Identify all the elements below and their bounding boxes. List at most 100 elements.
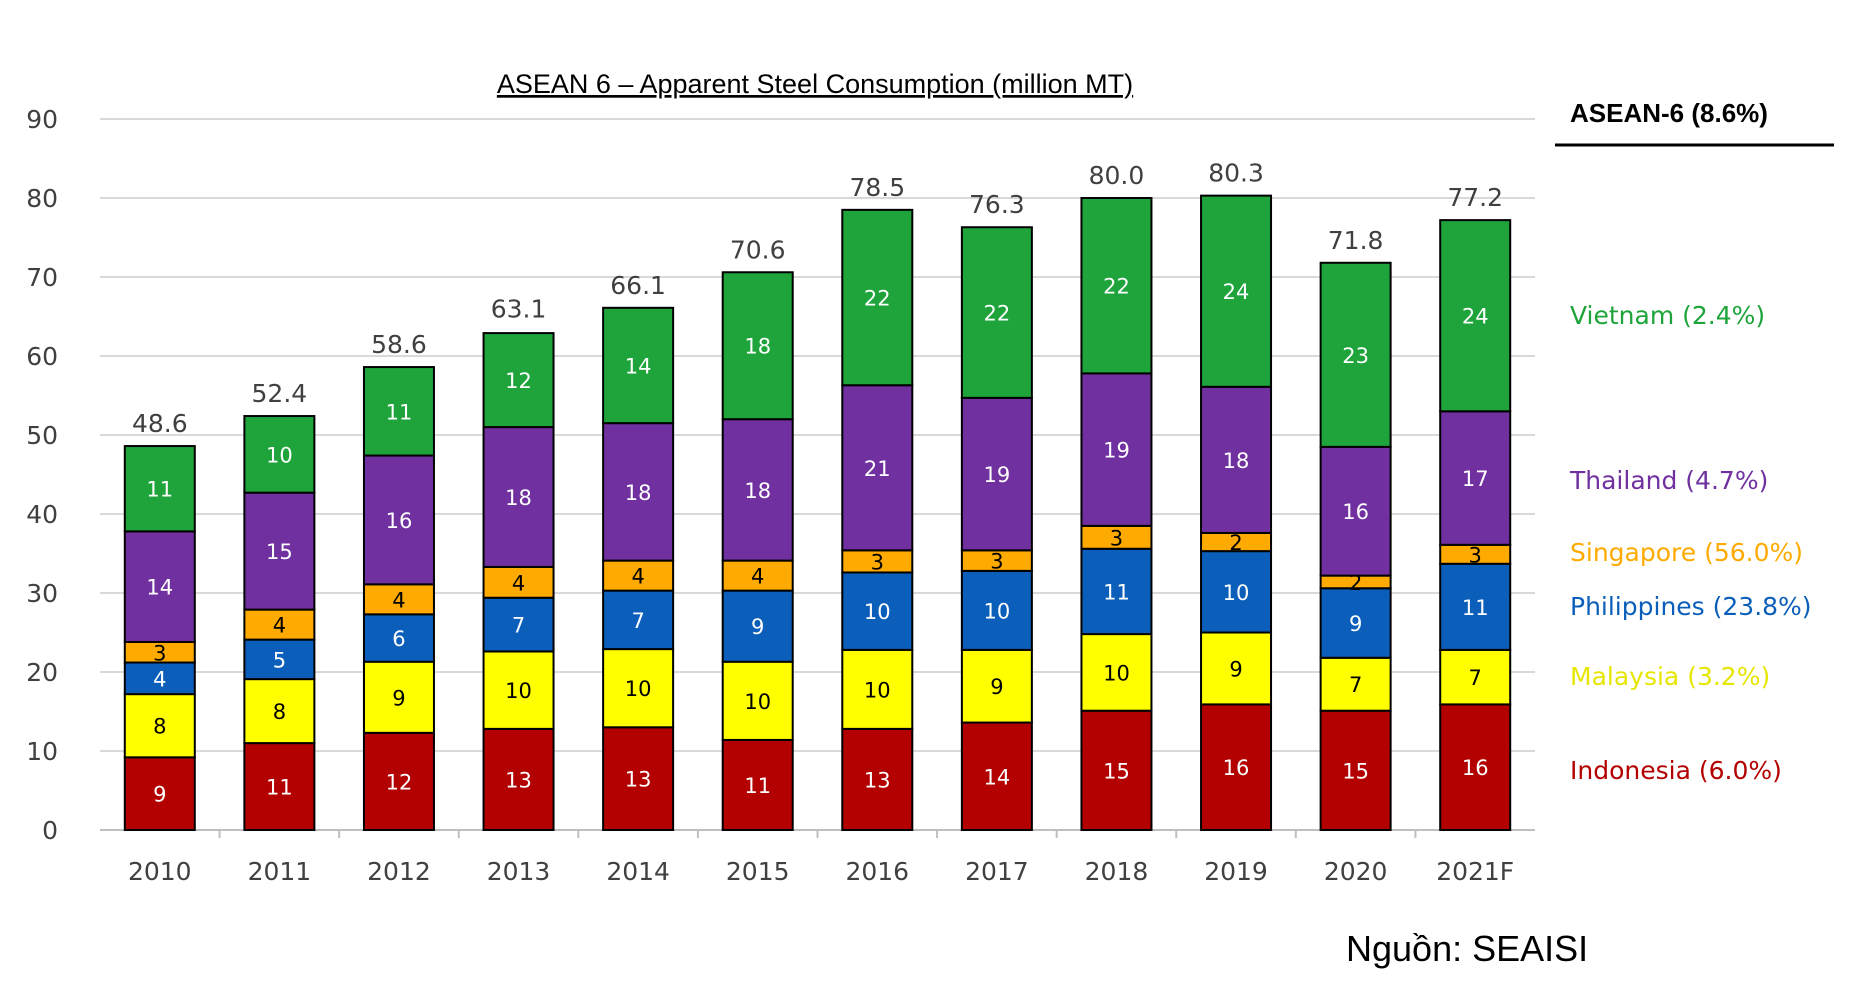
data-label-philippines: 7 [631,609,644,633]
bar-stack-2018: 15 10 11 3 19 22 [1080,197,1153,832]
bar-stack-2015: 11 10 9 4 18 18 [721,271,794,831]
total-label: 52.4 [252,379,308,408]
x-tick-label: 2016 [845,857,909,886]
data-label-vietnam: 12 [505,369,532,393]
data-label-philippines: 9 [751,615,764,639]
bar-segment-philippines [721,589,794,663]
data-label-singapore: 2 [1229,531,1242,555]
data-label-vietnam: 22 [984,302,1011,326]
data-label-thailand: 18 [744,479,771,503]
data-label-singapore: 4 [273,614,286,638]
bar-segment-thailand [243,491,316,611]
x-tick-label: 2011 [248,857,312,886]
data-label-vietnam: 18 [744,335,771,359]
data-label-malaysia: 10 [864,678,891,702]
data-label-vietnam: 11 [146,478,173,502]
data-label-indonesia: 13 [505,768,532,792]
data-label-thailand: 19 [984,463,1011,487]
bar-stack-2021F: 16 7 11 3 17 24 [1439,219,1512,832]
bar-segment-vietnam [1080,197,1153,375]
data-label-philippines: 10 [864,600,891,624]
source-note: Nguồn: SEAISI [1346,928,1589,969]
bar-segment-philippines [1319,587,1392,659]
bar-stack-2010: 9 8 43 14 11 [123,445,196,832]
legend-item-thailand: Thailand (4.7%) [1569,466,1768,495]
bar-stack-2014: 13 10 7 4 18 14 [602,306,675,831]
legend-item-malaysia: Malaysia (3.2%) [1570,662,1770,691]
bar-segment-vietnam [243,415,316,494]
bar-segment-indonesia [482,727,555,832]
data-label-indonesia: 11 [266,776,293,800]
total-label: 78.5 [849,173,905,202]
data-label-vietnam: 22 [1103,275,1130,299]
bar-segment-vietnam [362,366,435,457]
bar-segment-philippines [960,569,1033,651]
x-tick-label: 2021F [1436,857,1514,886]
bar-segment-indonesia [362,731,435,832]
bar-segment-philippines [841,571,914,651]
data-label-thailand: 16 [1342,500,1369,524]
data-label-singapore: 4 [751,565,764,589]
bar-segment-thailand [1080,372,1153,527]
bar-segment-vietnam [960,226,1033,399]
x-tick-label: 2015 [726,857,790,886]
total-label: 63.1 [491,295,547,324]
data-label-indonesia: 13 [864,768,891,792]
bar-segment-malaysia [243,678,316,745]
bar-segment-vietnam [1439,219,1512,413]
bar-stack-2017: 14 9 10 3 19 22 [960,226,1033,831]
bar-segment-thailand [960,396,1033,552]
bar-segment-thailand [841,384,914,552]
x-tick-label: 2017 [965,857,1029,886]
data-label-philippines: 4 [153,667,166,691]
y-tick-label: 10 [26,737,58,766]
bar-stack-2011: 11 8 5 4 15 10 [243,415,316,831]
bar-segment-vietnam [721,271,794,421]
total-labels: 48.6 52.4 58.6 63.1 66.1 70.6 78.5 76.3 80.0 80.3… [132,159,1503,438]
bar-segment-thailand [482,426,555,568]
bar-segment-philippines [123,661,196,696]
bar-segment-singapore [482,565,555,599]
bar-segment-philippines [243,638,316,681]
bar-segment-malaysia [1080,633,1153,712]
data-label-thailand: 18 [1223,449,1250,473]
bar-segment-indonesia [1439,703,1512,832]
data-label-singapore: 3 [1110,526,1123,550]
data-label-singapore: 3 [1469,543,1482,567]
bars: 9843141111854151012964161113107418121310… [123,194,1512,832]
y-tick-label: 40 [26,500,58,529]
bar-segment-indonesia [1080,709,1153,832]
legend-item-indonesia: Indonesia (6.0%) [1570,756,1782,785]
bar-segment-malaysia [721,660,794,741]
bar-stack-2019: 16 9 10 2 18 24 [1200,194,1273,832]
bar-segment-thailand [362,454,435,586]
data-label-thailand: 21 [864,457,891,481]
data-label-vietnam: 24 [1462,305,1489,329]
data-label-philippines: 5 [273,648,286,672]
data-label-singapore: 4 [631,565,644,589]
total-label: 66.1 [610,271,666,300]
bar-segment-thailand [1319,445,1392,577]
data-label-thailand: 14 [146,576,173,600]
bar-segment-vietnam [123,445,196,533]
y-tick-label: 90 [26,105,58,134]
total-label: 80.3 [1208,159,1264,188]
legend-header: ASEAN-6 (8.6%) [1570,98,1768,128]
bar-stack-2016: 13 10 10 3 21 22 [841,208,914,832]
data-label-malaysia: 10 [744,690,771,714]
legend-item-singapore: Singapore (56.0%) [1570,538,1803,567]
data-label-vietnam: 24 [1223,280,1250,304]
legend: Indonesia (6.0%) Malaysia (3.2%) Philippin… [1569,301,1812,785]
data-label-philippines: 9 [1349,612,1362,636]
data-label-vietnam: 22 [864,287,891,311]
data-label-malaysia: 7 [1349,673,1362,697]
x-tick-label: 2010 [128,857,192,886]
bar-stack-2013: 13 10 7 4 18 12 [482,332,555,832]
bar-segment-vietnam [602,306,675,425]
bar-segment-malaysia [1319,656,1392,712]
data-label-indonesia: 14 [984,765,1011,789]
gridlines [100,118,1535,831]
data-label-philippines: 7 [512,614,525,638]
data-label-thailand: 18 [505,486,532,510]
legend-item-philippines: Philippines (23.8%) [1570,592,1812,621]
